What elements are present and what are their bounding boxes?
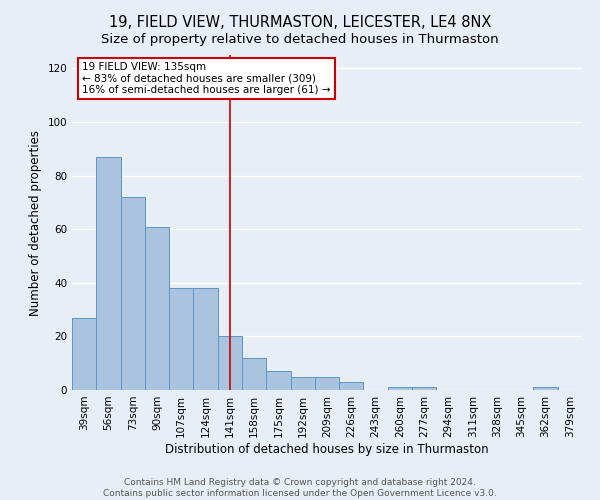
Bar	[412, 388, 436, 390]
Bar	[242, 358, 266, 390]
Bar	[72, 318, 96, 390]
Bar	[290, 376, 315, 390]
Text: 19 FIELD VIEW: 135sqm
← 83% of detached houses are smaller (309)
16% of semi-det: 19 FIELD VIEW: 135sqm ← 83% of detached …	[82, 62, 331, 95]
Bar	[121, 197, 145, 390]
Bar	[169, 288, 193, 390]
Bar	[315, 376, 339, 390]
Bar	[533, 388, 558, 390]
Bar	[193, 288, 218, 390]
Bar	[218, 336, 242, 390]
X-axis label: Distribution of detached houses by size in Thurmaston: Distribution of detached houses by size …	[165, 442, 489, 456]
Text: 19, FIELD VIEW, THURMASTON, LEICESTER, LE4 8NX: 19, FIELD VIEW, THURMASTON, LEICESTER, L…	[109, 15, 491, 30]
Bar	[339, 382, 364, 390]
Text: Size of property relative to detached houses in Thurmaston: Size of property relative to detached ho…	[101, 32, 499, 46]
Bar	[388, 388, 412, 390]
Y-axis label: Number of detached properties: Number of detached properties	[29, 130, 42, 316]
Bar	[145, 226, 169, 390]
Text: Contains HM Land Registry data © Crown copyright and database right 2024.
Contai: Contains HM Land Registry data © Crown c…	[103, 478, 497, 498]
Bar	[96, 157, 121, 390]
Bar	[266, 371, 290, 390]
